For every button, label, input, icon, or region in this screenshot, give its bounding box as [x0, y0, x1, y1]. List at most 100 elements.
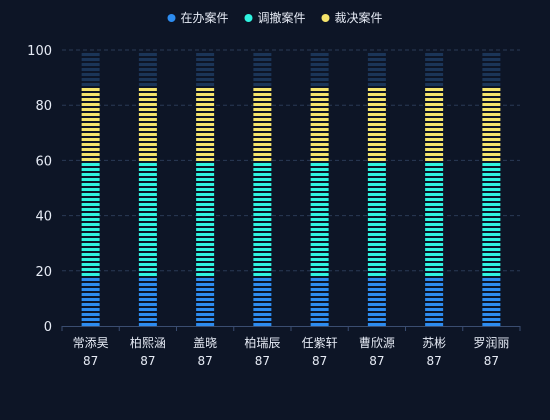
bar-segment — [425, 278, 444, 281]
bar-segment — [81, 263, 100, 266]
bar-segment — [310, 163, 329, 166]
bar-track-segment — [482, 63, 501, 66]
bar-segment — [81, 268, 100, 271]
bar-segment — [425, 263, 444, 266]
bar-segment — [482, 268, 501, 271]
bar-segment — [310, 213, 329, 216]
bar-segment — [138, 203, 157, 206]
bar-segment — [138, 93, 157, 96]
bar-segment — [81, 123, 100, 126]
bar-segment — [425, 93, 444, 96]
bar-segment — [367, 323, 386, 326]
bar-segment — [196, 283, 215, 286]
category-total-label: 87 — [255, 354, 270, 368]
bar-segment — [482, 318, 501, 321]
bar-track-segment — [196, 83, 215, 86]
bar-segment — [425, 158, 444, 161]
bar-segment — [310, 208, 329, 211]
bar-segment — [81, 198, 100, 201]
bar-track-segment — [310, 73, 329, 76]
bar-track-segment — [425, 63, 444, 66]
bar-segment — [425, 233, 444, 236]
legend: 在办案件 调撤案件 裁决案件 — [167, 10, 383, 25]
bar-segment — [196, 128, 215, 131]
bar-track-segment — [138, 68, 157, 71]
bar-segment — [367, 233, 386, 236]
bar-segment — [367, 138, 386, 141]
bar-segment — [482, 208, 501, 211]
bar-segment — [253, 113, 272, 116]
bar-column — [482, 53, 501, 326]
bar-segment — [138, 138, 157, 141]
bar-track-segment — [367, 53, 386, 56]
bar-segment — [310, 283, 329, 286]
bar-segment — [425, 223, 444, 226]
bar-segment — [81, 238, 100, 241]
bar-segment — [482, 323, 501, 326]
bar-segment — [196, 233, 215, 236]
bar-segment — [196, 268, 215, 271]
bar-track-segment — [196, 53, 215, 56]
bar-segment — [196, 208, 215, 211]
bar-segment — [253, 188, 272, 191]
bar-track-segment — [482, 58, 501, 61]
bar-track-segment — [196, 63, 215, 66]
bar-segment — [425, 298, 444, 301]
bar-track-segment — [81, 53, 100, 56]
bar-segment — [425, 113, 444, 116]
bar-segment — [196, 118, 215, 121]
bar-segment — [367, 88, 386, 91]
bar-segment — [138, 253, 157, 256]
bar-segment — [367, 318, 386, 321]
bar-segment — [81, 103, 100, 106]
bar-segment — [482, 253, 501, 256]
bar-segment — [367, 268, 386, 271]
bar-segment — [482, 273, 501, 276]
bar-segment — [81, 118, 100, 121]
bar-segment — [81, 273, 100, 276]
bar-segment — [138, 218, 157, 221]
bar-track-segment — [425, 83, 444, 86]
bars — [81, 53, 501, 326]
bar-segment — [310, 203, 329, 206]
bar-segment — [81, 153, 100, 156]
bar-segment — [310, 148, 329, 151]
bar-segment — [253, 103, 272, 106]
bar-segment — [367, 143, 386, 146]
legend-marker — [167, 14, 176, 22]
bar-segment — [425, 108, 444, 111]
bar-segment — [253, 218, 272, 221]
bar-segment — [482, 198, 501, 201]
bar-segment — [253, 298, 272, 301]
bar-segment — [253, 143, 272, 146]
bar-segment — [253, 323, 272, 326]
bar-segment — [310, 303, 329, 306]
bar-segment — [138, 308, 157, 311]
bar-segment — [196, 148, 215, 151]
bar-segment — [138, 123, 157, 126]
bar-segment — [138, 313, 157, 316]
bar-segment — [81, 163, 100, 166]
bar-segment — [425, 118, 444, 121]
bar-segment — [196, 243, 215, 246]
bar-segment — [253, 118, 272, 121]
bar-segment — [196, 153, 215, 156]
bar-segment — [253, 183, 272, 186]
bar-segment — [425, 288, 444, 291]
bar-segment — [196, 143, 215, 146]
bar-segment — [310, 133, 329, 136]
bar-segment — [253, 223, 272, 226]
bar-segment — [310, 288, 329, 291]
bar-segment — [367, 298, 386, 301]
bar-segment — [310, 143, 329, 146]
bar-segment — [425, 163, 444, 166]
bar-track-segment — [196, 58, 215, 61]
bar-track-segment — [138, 58, 157, 61]
bar-track-segment — [138, 73, 157, 76]
bar-segment — [310, 293, 329, 296]
bar-track-segment — [482, 78, 501, 81]
bar-segment — [367, 153, 386, 156]
bar-segment — [482, 248, 501, 251]
bar-segment — [138, 183, 157, 186]
